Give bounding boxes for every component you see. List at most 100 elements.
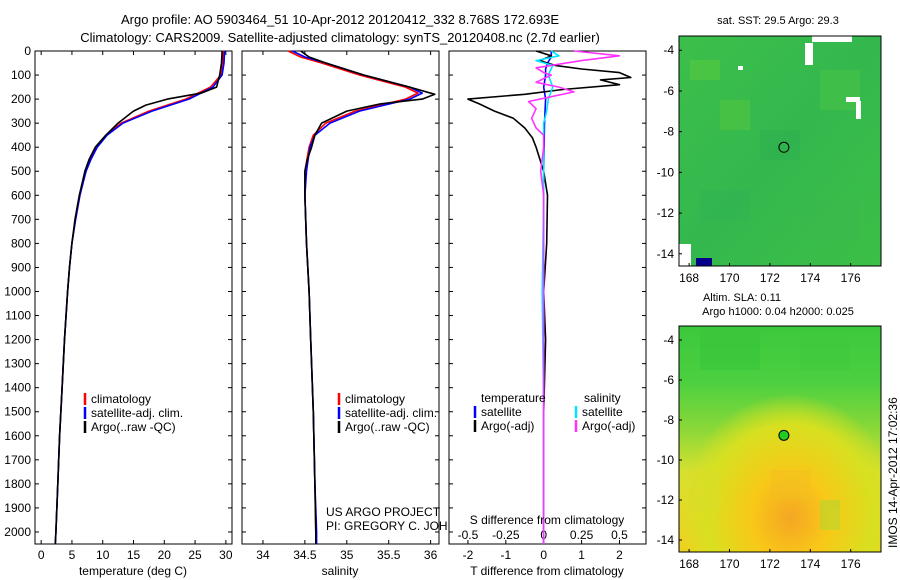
temperature-axes-frame [34,50,233,545]
legend-label-s-argo: Argo(-adj) [582,419,635,433]
s-tick-label: 0.5 [611,528,628,542]
depth-tick-label: 1100 [5,309,31,323]
sst-cloud-mask [738,66,743,70]
x-tick-label: 30 [219,548,233,562]
depth-tick-label: 200 [11,92,31,106]
depth-tick-label: 1600 [4,429,31,443]
map-x-tick-label: 176 [841,271,861,285]
map-y-tick-label: -12 [657,206,675,220]
difference-depth-ticks [449,50,646,533]
legend-label-climatology: climatology [345,392,405,406]
sst-map-panel: sat. SST: 29.5 Argo: 29.3 168 170 172 174 17… [657,15,882,285]
depth-tick-label: 1400 [4,381,31,395]
depth-tick-label: 500 [11,164,31,178]
sst-cloud-mask [805,43,813,65]
depth-tick-label: 1200 [4,333,31,347]
depth-tick-label: 1700 [4,453,31,467]
sst-cloud-mask [846,97,860,102]
t-tick-label: 0 [540,548,547,562]
salinity-panel: 34 34.5 35 35.5 36 climatology satellite-adj… [241,50,482,578]
legend-label-satellite: satellite-adj. clim. [91,406,183,420]
difference-x-axis: -2 -1 0 1 2-0.5 -0.25 0 0.25 0.5 [458,528,629,562]
map-y-tick-label: -14 [657,533,675,547]
depth-tick-label: 100 [11,68,31,82]
salinity-axes-frame [241,50,440,545]
depth-tick-label: 1800 [4,477,31,491]
sst-land-mask [696,258,712,266]
sst-map-axes: 168 170 172 174 176 -4 -6 -8 -10 -12 -14 [657,43,861,285]
series-line-s-argo-adj- [527,50,621,544]
difference-panel: -2 -1 0 1 2-0.5 -0.25 0 0.25 0.5 temperature sal… [448,50,647,578]
salinity-series [287,50,436,544]
legend-label-t-satellite: satellite [481,405,522,419]
series-line-argo-raw-qc- [54,50,223,545]
series-line-s-satellite [535,50,560,544]
temperature-legend: climatology satellite-adj. clim. Argo(..… [83,392,183,434]
map-x-tick-label: 174 [800,557,820,571]
depth-tick-label: 700 [11,212,31,226]
sst-cloud-mask [856,101,861,119]
x-tick-label: 34 [256,548,270,562]
series-line-t-argo-adj- [467,50,632,544]
map-y-tick-label: -6 [663,373,674,387]
depth-tick-label: 1900 [4,501,31,515]
depth-tick-label: 600 [11,188,31,202]
sst-cloud-mask [679,244,691,266]
s-difference-label: S difference from climatology [470,513,625,527]
x-tick-label: 36 [424,548,438,562]
t-tick-label: 1 [578,548,585,562]
map-y-tick-label: -10 [657,165,675,179]
map-x-tick-label: 174 [800,271,820,285]
t-tick-label: -1 [500,548,511,562]
figure-title-line2: Climatology: CARS2009. Satellite-adjuste… [80,30,600,45]
depth-tick-label: 400 [11,140,31,154]
difference-legend: temperature salinity satellite Argo(-adj… [473,391,635,433]
map-x-tick-label: 176 [841,557,861,571]
sla-map-axes: 168 170 172 174 176 -4 -6 -8 -10 -12 -14 [657,333,861,571]
credit-project: US ARGO PROJECT [326,505,441,519]
sla-map-texture [690,330,850,530]
credit-pi: PI: GREGORY C. JOHNSON [326,519,482,533]
depth-tick-label: 1000 [4,284,31,298]
map-x-tick-label: 172 [760,271,780,285]
depth-tick-label: 1500 [4,405,31,419]
sla-map-title-line2: Argo h1000: 0.04 h2000: 0.025 [702,306,854,318]
s-tick-label: -0.5 [458,528,479,542]
s-tick-label: 0.25 [570,528,594,542]
legend-title-temperature: temperature [481,391,546,405]
temperature-series [54,50,226,545]
legend-label-climatology: climatology [91,392,151,406]
sla-profile-marker [778,429,790,441]
sst-profile-marker [778,141,790,153]
x-tick-label: 20 [158,548,172,562]
map-y-tick-label: -8 [663,125,674,139]
salinity-legend: climatology satellite-adj. clim. Argo(..… [337,392,437,434]
map-y-tick-label: -4 [663,43,674,57]
sla-map-frame [678,325,882,553]
depth-tick-label: 800 [11,236,31,250]
sst-map-texture [690,60,860,240]
temperature-x-axis: 0 5 10 15 20 25 30 [38,51,233,562]
depth-tick-label: 2000 [4,525,31,539]
difference-axes-frame [448,50,647,545]
legend-label-s-satellite: satellite [582,405,623,419]
series-line-argo-raw-qc- [300,50,436,544]
x-tick-label: 35.5 [377,548,401,562]
imos-timestamp-stamp: IMOS 14-Apr-2012 17:02:36 [886,397,900,548]
salinity-x-axis: 34 34.5 35 35.5 36 [256,51,438,562]
x-tick-label: 5 [69,548,76,562]
depth-tick-label: 300 [11,116,31,130]
sla-map-panel: Altim. SLA: 0.11 Argo h1000: 0.04 h2000:… [657,292,882,571]
legend-label-argo: Argo(..raw -QC) [345,420,430,434]
s-tick-label: -0.25 [492,528,520,542]
depth-tick-label: 0 [24,44,31,58]
legend-label-argo: Argo(..raw -QC) [91,420,176,434]
map-y-tick-label: -10 [657,453,675,467]
x-tick-label: 25 [188,548,202,562]
map-y-tick-label: -12 [657,493,675,507]
legend-label-t-argo: Argo(-adj) [481,419,534,433]
map-x-tick-label: 172 [760,557,780,571]
map-y-tick-label: -8 [663,413,674,427]
depth-axis: 0 100 200 300 400 500 600 700 800 900 1000 1100 1200… [4,44,232,539]
